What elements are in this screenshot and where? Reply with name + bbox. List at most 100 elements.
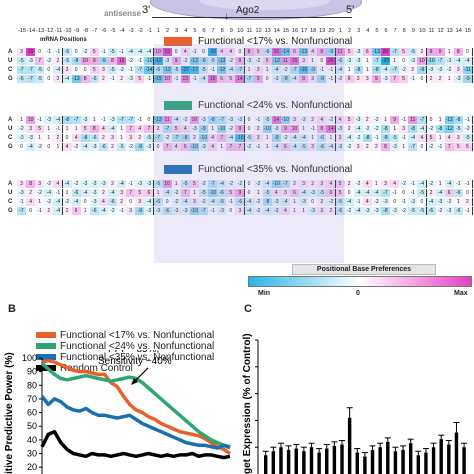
- bar: [347, 417, 352, 474]
- arrow-icon: ↓: [224, 11, 229, 22]
- ago2-ellipse-inner: [200, 0, 330, 10]
- bar: [271, 451, 276, 474]
- position-label: -7: [92, 28, 98, 34]
- annotation-arrow-icon: [133, 367, 149, 383]
- position-label: 8: [220, 28, 224, 34]
- three-prime-label: 3': [142, 4, 151, 16]
- bar: [416, 455, 421, 474]
- position-label: 7: [211, 28, 215, 34]
- bar: [393, 451, 398, 474]
- bar: [325, 448, 329, 474]
- grid-cell: -1: [462, 180, 473, 188]
- bar: [279, 447, 283, 474]
- position-label: 1: [338, 28, 343, 34]
- arrowhead-icon: [131, 378, 138, 385]
- bar: [447, 444, 451, 474]
- y-tick-label: 20: [27, 462, 37, 472]
- grid-cell: -9: [462, 75, 473, 83]
- bar: [355, 452, 359, 474]
- legend-label: Random Control: [60, 363, 133, 374]
- position-label: 13: [264, 28, 271, 34]
- bar: [454, 432, 459, 474]
- position-label: 10: [237, 28, 244, 34]
- position-label: -5: [110, 28, 116, 34]
- position-label: -6: [101, 28, 107, 34]
- y-axis-label: itive Predictive Power (%): [4, 352, 15, 474]
- bar: [462, 447, 466, 474]
- bar: [378, 447, 382, 474]
- y-tick-label: 50: [27, 421, 37, 431]
- legend-entry: Functional <17% vs. Nonfunctional: [36, 330, 214, 341]
- row-letter: G: [8, 208, 13, 214]
- position-header: -15 -14 -13 -12 -11 -10 -9 -8 -7 -6 -5 -4 -3 -2 -1 1 2 3 4…: [14, 28, 471, 38]
- bar: [302, 451, 306, 474]
- grid-cell: 2: [462, 198, 473, 206]
- bar: [408, 443, 413, 474]
- annotation-ppp: PPP ~85%,: [108, 350, 159, 355]
- legend-entry: Functional <35% vs. Nonfunctional: [36, 352, 214, 363]
- bar: [317, 452, 321, 474]
- series-line: [40, 395, 231, 450]
- position-label: 2: [166, 28, 170, 34]
- position-label: 12: [255, 28, 262, 34]
- preferences-title: Positional Base Preferences: [292, 264, 436, 275]
- bar: [424, 452, 428, 474]
- row-letter: G: [8, 76, 13, 82]
- position-label: -10: [63, 28, 72, 34]
- legend-swatch: [36, 343, 56, 350]
- grid-cell: 5: [462, 143, 473, 151]
- bar: [286, 449, 291, 474]
- row-letter: C: [8, 199, 13, 205]
- strand-label: antisense: [104, 9, 141, 18]
- row-letter: A: [8, 181, 13, 187]
- protein-label: Ago2: [236, 5, 260, 16]
- preferences-max: Max: [454, 290, 468, 297]
- bar: [401, 449, 405, 474]
- row-letter: C: [8, 135, 13, 141]
- position-label: 17: [300, 28, 308, 34]
- position-label: 20: [328, 28, 335, 34]
- position-label: 8: [402, 28, 406, 34]
- position-label: 5: [375, 28, 379, 34]
- y-tick-label: 60: [27, 408, 37, 418]
- grid-cell: -2: [462, 125, 473, 133]
- row-letter: A: [8, 117, 13, 123]
- bar: [431, 447, 436, 474]
- grid-cell: -5: [462, 134, 473, 142]
- position-label: 3: [175, 28, 179, 34]
- position-label: 4: [366, 28, 370, 34]
- bar: [264, 455, 268, 474]
- position-label: 12: [437, 28, 444, 34]
- grid-cell: 0: [462, 189, 473, 197]
- position-label: 13: [446, 28, 453, 34]
- position-label: 9: [229, 28, 233, 34]
- legend-label: Functional <35% vs. Nonfunctional: [60, 352, 215, 363]
- grid-cell: -1: [462, 207, 473, 215]
- position-label: 3: [357, 28, 361, 34]
- panel-b-chart: 100 90 80 70 60 50 40 30 20 itive Predictive Powe…: [4, 350, 231, 474]
- row-letter: C: [8, 67, 13, 73]
- y-tick-label: 100: [22, 353, 37, 363]
- position-label: -2: [137, 28, 143, 34]
- bar: [439, 439, 443, 474]
- annotation-sensitivity: Sensitivity ~40%: [98, 356, 172, 367]
- position-label: 4: [184, 28, 188, 34]
- grid-title-text: Functional <17% vs. Nonfunctional: [198, 36, 353, 47]
- position-label: 19: [319, 28, 326, 34]
- y-tick-label: 40: [27, 435, 37, 445]
- position-label: 11: [428, 28, 435, 34]
- row-letter: A: [8, 49, 13, 55]
- legend-swatch: [36, 332, 56, 339]
- position-label: -4: [119, 28, 125, 34]
- grid-cell: -11: [462, 66, 473, 74]
- bar: [386, 441, 390, 474]
- preferences-zero: 0: [356, 290, 360, 297]
- row-letter: U: [8, 190, 13, 196]
- y-tick-label: 80: [27, 380, 37, 390]
- color-key: [164, 36, 192, 46]
- grid-title-1: Functional <17% vs. Nonfunctional: [164, 36, 352, 47]
- position-label: 7: [393, 28, 397, 34]
- y-tick-label: 30: [27, 449, 37, 459]
- mrna-positions-label: mRNA Positions: [40, 37, 87, 43]
- position-label: -9: [74, 28, 80, 34]
